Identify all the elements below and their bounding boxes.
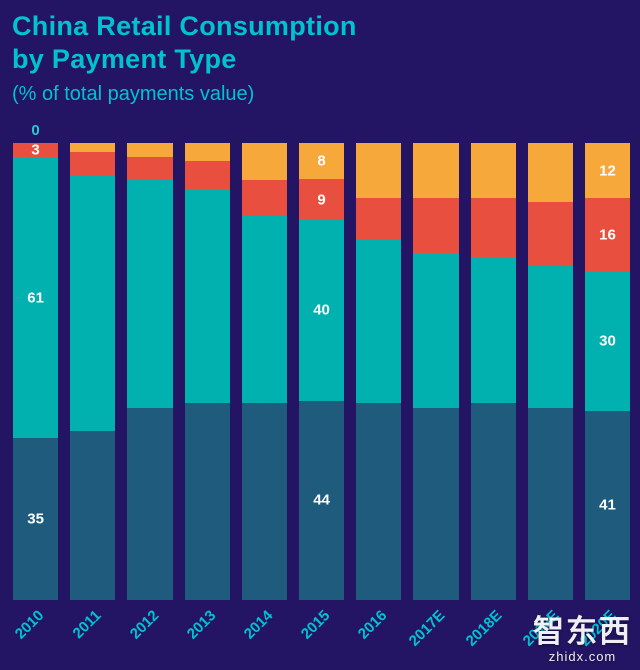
- stacked-bar: [241, 143, 287, 600]
- stacked-bar: 8 9 40 44: [298, 143, 345, 600]
- bar-2010: 3 61 35 2010 0: [12, 122, 59, 643]
- segment-dark-blue-bottom: 44: [298, 400, 345, 600]
- segment-teal: [184, 188, 230, 404]
- x-axis-label-2016: 2016: [355, 607, 391, 643]
- value-label: 9: [317, 191, 326, 209]
- segment-red: [70, 152, 116, 175]
- watermark-logo-text: 智东西: [533, 614, 632, 650]
- value-label: 44: [313, 491, 330, 509]
- stacked-bar: [184, 143, 230, 600]
- segment-orange-top: [356, 143, 402, 198]
- segment-orange-top: [127, 143, 173, 157]
- segment-teal: [527, 266, 573, 409]
- title-line-2: by Payment Type: [12, 43, 237, 74]
- bar-2016: 2016: [355, 143, 402, 643]
- bar-2012: 2012: [126, 143, 173, 643]
- value-label: 41: [599, 496, 616, 514]
- segment-orange-top: [470, 143, 516, 198]
- x-axis-label-2011: 2011: [69, 607, 105, 643]
- segment-red: [356, 197, 402, 239]
- value-label: 40: [313, 301, 330, 319]
- segment-teal: [127, 179, 173, 409]
- stacked-bar: [413, 143, 459, 600]
- stacked-bar: [127, 143, 173, 600]
- segment-orange-top: 8: [298, 143, 345, 180]
- segment-red: 3: [13, 141, 59, 158]
- segment-dark-blue-bottom: [70, 430, 116, 600]
- segment-dark-blue-bottom: [527, 408, 573, 600]
- segment-dark-blue-bottom: 41: [584, 410, 631, 600]
- segment-red: [470, 197, 516, 258]
- title-line-1: China Retail Consumption: [12, 11, 357, 41]
- bar-2018E: 2018E: [462, 143, 516, 650]
- stacked-bar-chart: 3 61 35 2010 0 2011 2012 2013 2014 8 9 40 44 2015 2016…: [12, 122, 631, 650]
- bar-2011: 2011: [70, 143, 116, 642]
- segment-red: [241, 179, 287, 217]
- x-axis-label-2012: 2012: [126, 607, 162, 643]
- page-title: China Retail Consumption by Payment Type: [0, 0, 640, 76]
- x-axis-label-2014: 2014: [240, 607, 277, 643]
- stacked-bar: [470, 143, 516, 600]
- bar-2017E: 2017E: [405, 143, 459, 650]
- chart-header: China Retail Consumption by Payment Type …: [0, 0, 640, 106]
- bar-2014: 2014: [241, 143, 287, 643]
- segment-red: [527, 202, 573, 267]
- segment-dark-blue-bottom: [470, 403, 516, 600]
- segment-teal: [70, 174, 116, 431]
- stacked-bar: [356, 143, 402, 600]
- bar-2015: 8 9 40 44 2015: [298, 143, 345, 643]
- x-axis-label-2017E: 2017E: [405, 607, 448, 650]
- segment-orange-top: 12: [584, 143, 631, 199]
- value-label: 61: [27, 289, 44, 307]
- segment-red: [127, 156, 173, 180]
- segment-red: 9: [298, 179, 345, 220]
- segment-dark-blue-bottom: [241, 403, 287, 600]
- segment-red: 16: [584, 198, 631, 273]
- segment-red: [413, 197, 459, 253]
- value-label: 16: [599, 226, 616, 244]
- segment-dark-blue-bottom: [184, 403, 230, 600]
- x-axis-label-2015: 2015: [297, 607, 334, 643]
- x-axis-label-2013: 2013: [183, 607, 220, 643]
- segment-red: [184, 161, 230, 189]
- segment-teal: [241, 216, 287, 404]
- value-label: 30: [599, 332, 616, 350]
- segment-orange-top: [184, 143, 230, 162]
- x-axis-label-2010: 2010: [11, 607, 48, 643]
- bar-2013: 2013: [184, 143, 230, 643]
- segment-teal: 40: [298, 219, 345, 401]
- segment-dark-blue-bottom: [356, 403, 402, 600]
- segment-dark-blue-bottom: [413, 408, 459, 600]
- segment-dark-blue-bottom: 35: [13, 438, 59, 600]
- segment-orange-top: [413, 143, 459, 198]
- x-axis-label-2018E: 2018E: [462, 607, 506, 650]
- segment-teal: [413, 252, 459, 409]
- watermark-domain: zhidx.com: [548, 649, 617, 664]
- bar-2020E: 12 16 30 41 2020E: [577, 143, 631, 650]
- value-label: 35: [27, 510, 44, 528]
- stacked-bar: [527, 143, 573, 600]
- stacked-bar: 3 61 35: [13, 141, 59, 600]
- segment-teal: 30: [584, 272, 631, 411]
- segment-orange-top: [241, 143, 287, 180]
- stacked-bar: [70, 143, 116, 600]
- segment-teal: [470, 257, 516, 404]
- bar-2019E: 2019E: [520, 143, 573, 650]
- segment-teal: 61: [13, 156, 59, 439]
- chart-subtitle: (% of total payments value): [12, 82, 255, 105]
- watermark: 智东西 zhidx.com: [533, 616, 632, 664]
- value-label: 12: [599, 162, 616, 180]
- segment-dark-blue-bottom: [127, 408, 173, 600]
- segment-orange-top: [527, 143, 573, 203]
- value-label-above: 0: [31, 122, 40, 139]
- value-label: 8: [317, 152, 326, 170]
- segment-teal: [356, 238, 402, 404]
- segment-orange-top: [70, 143, 116, 153]
- stacked-bar: 12 16 30 41: [584, 143, 631, 600]
